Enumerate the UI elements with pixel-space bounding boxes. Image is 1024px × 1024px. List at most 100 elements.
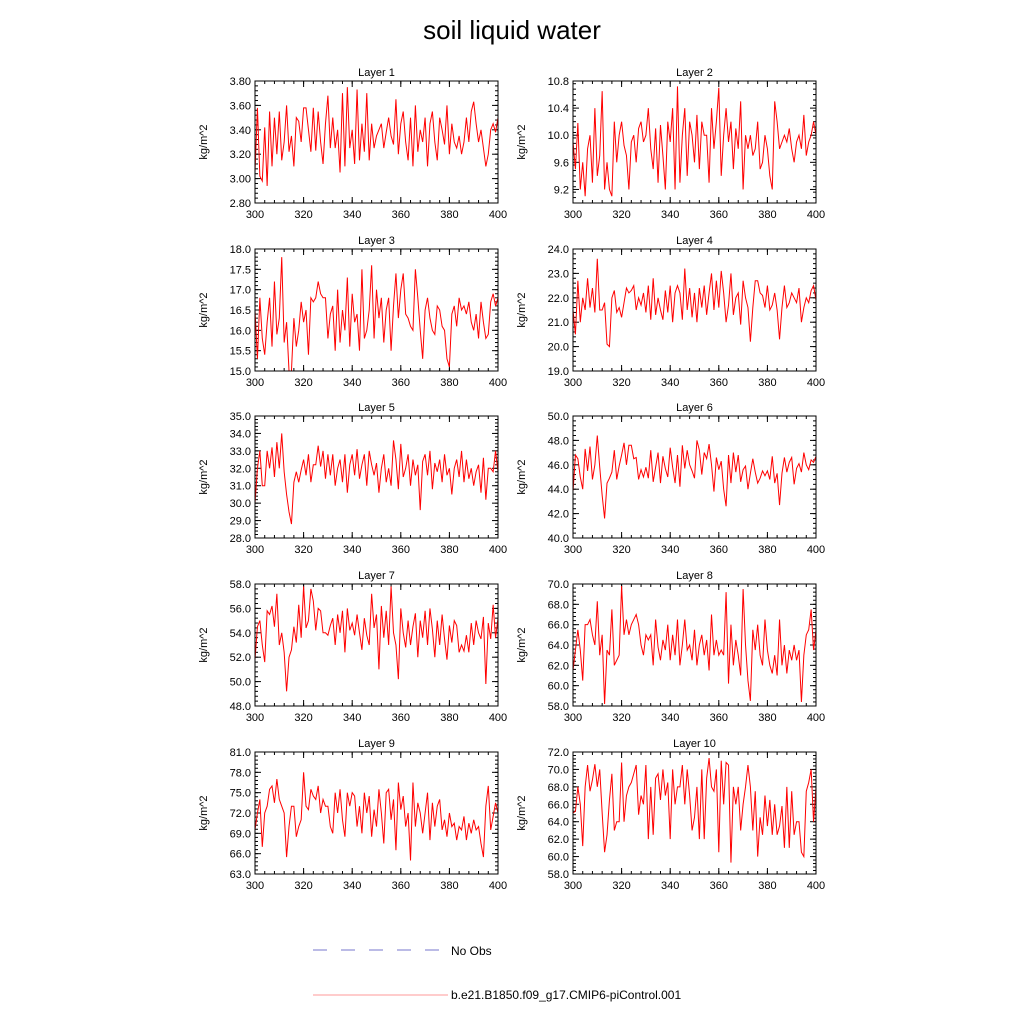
x-tick-label: 300 — [564, 544, 582, 556]
y-tick-label: 3.60 — [230, 100, 251, 112]
x-tick-label: 320 — [294, 880, 312, 892]
figure-title: soil liquid water — [423, 15, 601, 45]
y-tick-label: 70.0 — [548, 764, 569, 776]
y-tick-label: 81.0 — [230, 747, 251, 759]
y-tick-label: 2.80 — [230, 198, 251, 210]
chart-panel-2: Layer 2 kg/m^2 9.2 9.6 10.0 10.4 10.8 300 320 340… — [516, 67, 825, 221]
x-tick-label: 320 — [294, 377, 312, 389]
y-tick-label: 9.2 — [554, 184, 569, 196]
series-line-1 — [255, 586, 498, 692]
y-axis-label: kg/m^2 — [516, 459, 528, 494]
y-tick-label: 9.6 — [554, 157, 569, 169]
x-tick-label: 380 — [440, 544, 458, 556]
plot-frame — [254, 415, 499, 539]
series-line-1 — [255, 433, 498, 525]
chart-panel-5: Layer 5 kg/m^2 28.0 29.0 30.0 31.0 32.0 33.0 34.… — [198, 402, 507, 556]
x-tick-label: 300 — [564, 377, 582, 389]
plot-frame — [254, 751, 499, 875]
chart-panel-3: Layer 3 kg/m^2 15.0 15.5 16.0 16.5 17.0 17.5 18.… — [198, 235, 507, 389]
y-tick-label: 52.0 — [230, 652, 251, 664]
y-tick-label: 70.0 — [548, 579, 569, 591]
y-tick-label: 66.0 — [548, 799, 569, 811]
y-tick-label: 34.0 — [230, 428, 251, 440]
series-line-1 — [255, 87, 498, 186]
y-tick-label: 44.0 — [548, 484, 569, 496]
plot-frame — [572, 583, 817, 707]
x-tick-label: 400 — [489, 544, 507, 556]
panel-title: Layer 9 — [358, 738, 395, 750]
y-tick-label: 68.0 — [548, 599, 569, 611]
chart-panel-4: Layer 4 kg/m^2 19.0 20.0 21.0 22.0 23.0 24.0 300… — [516, 235, 825, 389]
x-tick-label: 300 — [246, 880, 264, 892]
y-tick-label: 58.0 — [548, 869, 569, 881]
chart-panel-9: Layer 9 kg/m^2 63.0 66.0 69.0 72.0 75.0 78.0 81.… — [198, 738, 507, 892]
x-tick-label: 400 — [489, 880, 507, 892]
y-tick-label: 62.0 — [548, 660, 569, 672]
y-tick-label: 28.0 — [230, 533, 251, 545]
chart-panel-1: Layer 1 kg/m^2 2.80 3.00 3.20 3.40 3.60 3.80 300… — [198, 67, 507, 221]
panel-title: Layer 4 — [676, 235, 713, 247]
x-tick-label: 300 — [564, 209, 582, 221]
y-tick-label: 64.0 — [548, 817, 569, 829]
x-tick-label: 400 — [807, 377, 825, 389]
y-tick-label: 33.0 — [230, 446, 251, 458]
legend: No Obs b.e21.B1850.f09_g17.CMIP6-piContr… — [313, 944, 681, 1002]
x-tick-label: 400 — [489, 209, 507, 221]
y-tick-label: 46.0 — [548, 460, 569, 472]
chart-panel-10: Layer 10 kg/m^2 58.0 60.0 62.0 64.0 66.0 68.0 70… — [516, 738, 825, 892]
legend-label-model: b.e21.B1850.f09_g17.CMIP6-piControl.001 — [451, 988, 681, 1002]
x-tick-label: 380 — [440, 377, 458, 389]
x-tick-label: 380 — [758, 712, 776, 724]
y-tick-label: 48.0 — [230, 701, 251, 713]
series-line-1 — [255, 257, 498, 371]
chart-panel-7: Layer 7 kg/m^2 48.0 50.0 52.0 54.0 56.0 58.0 300… — [198, 570, 507, 724]
panel-title: Layer 3 — [358, 235, 395, 247]
chart-panel-8: Layer 8 kg/m^2 58.0 60.0 62.0 64.0 66.0 68.0 70.… — [516, 570, 825, 724]
y-tick-label: 66.0 — [230, 849, 251, 861]
y-tick-label: 21.0 — [548, 317, 569, 329]
plot-frame — [254, 248, 499, 372]
x-tick-label: 360 — [710, 544, 728, 556]
x-tick-label: 400 — [489, 377, 507, 389]
y-axis-label: kg/m^2 — [198, 795, 210, 830]
panel-title: Layer 5 — [358, 402, 395, 414]
y-tick-label: 29.0 — [230, 516, 251, 528]
x-tick-label: 300 — [246, 712, 264, 724]
x-tick-label: 360 — [710, 712, 728, 724]
x-tick-label: 300 — [564, 880, 582, 892]
x-tick-label: 340 — [661, 880, 679, 892]
panel-title: Layer 2 — [676, 67, 713, 79]
y-tick-label: 75.0 — [230, 788, 251, 800]
x-tick-label: 320 — [612, 544, 630, 556]
x-tick-label: 320 — [294, 712, 312, 724]
y-tick-label: 48.0 — [548, 435, 569, 447]
x-tick-label: 320 — [294, 209, 312, 221]
panel-title: Layer 10 — [673, 738, 716, 750]
x-tick-label: 300 — [564, 712, 582, 724]
series-line-1 — [573, 258, 816, 348]
plot-frame — [254, 583, 499, 707]
y-tick-label: 15.5 — [230, 346, 251, 358]
x-tick-label: 300 — [246, 544, 264, 556]
y-tick-label: 16.5 — [230, 305, 251, 317]
y-tick-label: 42.0 — [548, 509, 569, 521]
y-tick-label: 10.8 — [548, 76, 569, 88]
y-tick-label: 17.0 — [230, 285, 251, 297]
x-tick-label: 380 — [758, 209, 776, 221]
y-axis-label: kg/m^2 — [516, 292, 528, 327]
y-tick-label: 69.0 — [230, 828, 251, 840]
x-tick-label: 380 — [758, 377, 776, 389]
chart-panel-6: Layer 6 kg/m^2 40.0 42.0 44.0 46.0 48.0 50.0 300… — [516, 402, 825, 556]
series-line-1 — [573, 586, 816, 704]
plot-frame — [572, 80, 817, 204]
y-tick-label: 18.0 — [230, 244, 251, 256]
y-tick-label: 64.0 — [548, 640, 569, 652]
x-tick-label: 340 — [343, 544, 361, 556]
y-tick-label: 62.0 — [548, 834, 569, 846]
x-tick-label: 340 — [661, 544, 679, 556]
panel-title: Layer 7 — [358, 570, 395, 582]
y-tick-label: 58.0 — [548, 701, 569, 713]
x-tick-label: 320 — [612, 712, 630, 724]
y-tick-label: 32.0 — [230, 463, 251, 475]
y-tick-label: 66.0 — [548, 620, 569, 632]
